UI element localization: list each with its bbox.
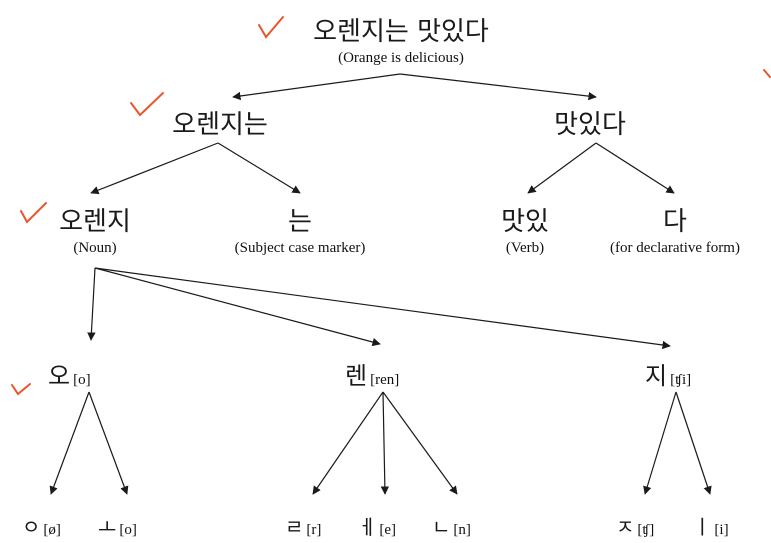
- syllable-ji-ipa: [ʧi]: [670, 372, 692, 388]
- jamo-rieul-ipa: [r]: [306, 522, 322, 538]
- root-gloss: (Orange is delicious): [338, 50, 464, 66]
- edge-root-right: [399, 73, 597, 101]
- node-orangeneun-label: 오렌지는: [172, 110, 268, 140]
- checkmark-root: [258, 16, 284, 39]
- edge-l1-marker: [217, 142, 301, 194]
- node-noun-gloss: (Noun): [73, 240, 117, 256]
- node-declarative-label: 다: [663, 207, 687, 237]
- syllable-ren-ipa: [ren]: [370, 372, 400, 388]
- jamo-ieung-label: ㅇ: [22, 515, 41, 539]
- node-marker-label: 는: [288, 207, 312, 237]
- edge-r1-decl: [595, 142, 675, 194]
- syllable-ren-label: 렌: [345, 362, 368, 390]
- node-masitda: 맛있다: [535, 104, 645, 141]
- syllable-o: 오 [o]: [48, 356, 128, 391]
- edge-noun-ren: [94, 267, 381, 347]
- edge-ji-jieut: [643, 391, 677, 495]
- edge-ren-e: [380, 391, 390, 495]
- edge-o-ieung: [49, 391, 90, 495]
- syllable-o-label: 오: [48, 362, 71, 390]
- checkmark-level1: [130, 92, 164, 117]
- node-noun: 오렌지 (Noun): [40, 201, 150, 257]
- checkmark-edge: [763, 69, 771, 78]
- node-marker-gloss: (Subject case marker): [234, 240, 366, 256]
- edge-root-left: [232, 73, 401, 101]
- node-noun-label: 오렌지: [59, 207, 131, 237]
- edge-o-o: [88, 391, 129, 495]
- node-marker: 는 (Subject case marker): [215, 201, 385, 257]
- edge-ren-rieul: [312, 391, 384, 495]
- jamo-i: ㅣ [i]: [693, 511, 753, 540]
- jamo-rieul-label: ㄹ: [285, 515, 304, 539]
- jamo-jieut: ㅈ [ʧ]: [616, 511, 676, 540]
- edge-l1-noun: [90, 142, 219, 195]
- node-orangeneun: 오렌지는: [150, 104, 290, 141]
- jamo-rieul: ㄹ [r]: [285, 511, 345, 540]
- jamo-o-ipa: [o]: [119, 522, 137, 538]
- jamo-jieut-ipa: [ʧ]: [637, 522, 655, 538]
- root-label: 오렌지는 맛있다: [313, 17, 489, 47]
- jamo-e-ipa: [e]: [379, 522, 397, 538]
- jamo-o-label: ㅗ: [98, 515, 117, 539]
- node-declarative: 다 (for declarative form): [590, 201, 760, 257]
- jamo-nieun-label: ㄴ: [432, 515, 451, 539]
- edge-noun-o: [87, 267, 96, 341]
- edge-noun-ji: [94, 267, 671, 350]
- edge-ren-nieun: [382, 391, 458, 495]
- jamo-nieun-ipa: [n]: [453, 522, 471, 538]
- node-verb: 맛있 (Verb): [485, 201, 565, 257]
- root-node: 오렌지는 맛있다 (Orange is delicious): [286, 11, 516, 67]
- checkmark-syllable: [11, 383, 31, 396]
- jamo-nieun: ㄴ [n]: [432, 511, 492, 540]
- syllable-ji-label: 지: [645, 362, 668, 390]
- jamo-jieut-label: ㅈ: [616, 515, 635, 539]
- edge-r1-verb: [527, 142, 597, 194]
- jamo-i-ipa: [i]: [714, 522, 729, 538]
- checkmark-noun: [20, 202, 47, 224]
- node-verb-label: 맛있: [501, 207, 549, 237]
- node-verb-gloss: (Verb): [505, 240, 545, 256]
- jamo-e: ㅔ [e]: [358, 511, 418, 540]
- syllable-ren: 렌 [ren]: [345, 356, 435, 391]
- jamo-ieung: ㅇ [ø]: [22, 511, 82, 540]
- syllable-o-ipa: [o]: [73, 372, 91, 388]
- jamo-o: ㅗ [o]: [98, 511, 158, 540]
- jamo-ieung-ipa: [ø]: [43, 522, 61, 538]
- syllable-ji: 지 [ʧi]: [645, 356, 725, 391]
- node-masitda-label: 맛있다: [554, 110, 626, 140]
- jamo-i-label: ㅣ: [693, 515, 712, 539]
- jamo-e-label: ㅔ: [358, 515, 377, 539]
- edge-ji-i: [675, 391, 712, 495]
- node-declarative-gloss: (for declarative form): [610, 240, 740, 256]
